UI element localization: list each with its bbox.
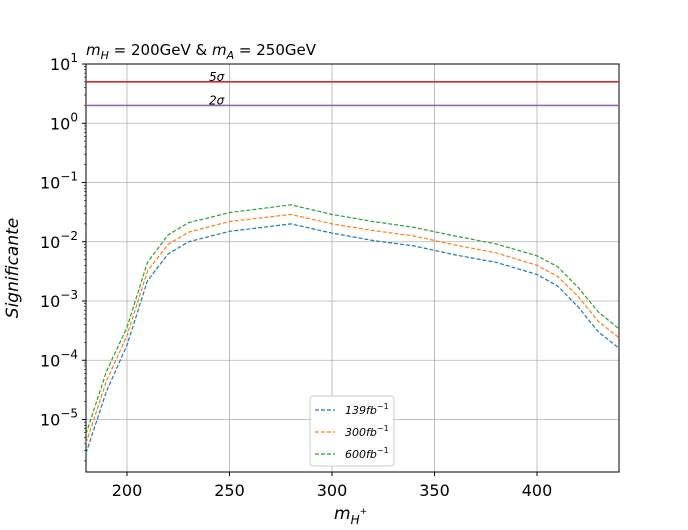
x-tick-label: 250	[214, 481, 245, 500]
legend-label: 600fb−1	[345, 446, 389, 461]
series-line	[85, 204, 620, 435]
x-axis-ticks: 200 250 300 350 400	[112, 472, 553, 500]
plot-frame	[85, 63, 620, 473]
y-axis-ticks: 10−5 10−4 10−3 10−2 10−1 100 101	[40, 51, 86, 462]
legend-box	[309, 395, 395, 467]
y-tick-label: 101	[50, 51, 78, 74]
y-tick-label: 100	[50, 110, 78, 133]
threshold-lines: 5σ 2σ	[86, 70, 619, 107]
x-tick-label: 400	[522, 481, 553, 500]
x-tick-label: 350	[419, 481, 450, 500]
series-line	[85, 223, 620, 454]
legend: 139fb−1 300fb−1 600fb−1	[309, 395, 395, 467]
chart-title: mH = 200GeV & mA = 250GeV	[86, 41, 317, 62]
legend-label: 139fb−1	[345, 402, 389, 417]
series-line	[85, 213, 620, 444]
y-tick-label: 10−2	[40, 229, 78, 252]
threshold-label: 5σ	[209, 70, 225, 84]
y-axis-label: Significante	[3, 218, 23, 318]
y-tick-label: 10−4	[40, 347, 78, 370]
x-tick-label: 300	[317, 481, 348, 500]
legend-label: 300fb−1	[345, 424, 389, 439]
x-tick-label: 200	[112, 481, 143, 500]
threshold-label: 2σ	[209, 93, 225, 107]
y-tick-label: 10−3	[40, 288, 78, 311]
y-tick-label: 10−1	[40, 170, 78, 193]
data-series	[85, 204, 620, 454]
y-tick-label: 10−5	[40, 407, 78, 430]
x-axis-label: mH+	[334, 504, 367, 527]
